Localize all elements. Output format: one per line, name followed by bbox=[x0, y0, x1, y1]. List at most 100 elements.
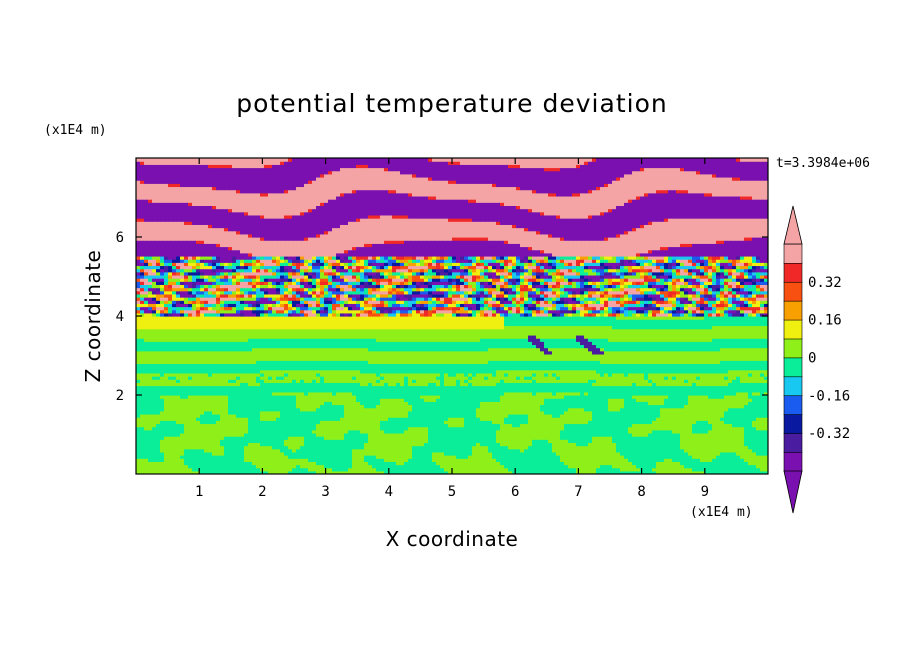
heatmap-cell bbox=[156, 461, 161, 466]
heatmap-cell bbox=[140, 467, 145, 472]
heatmap-cell bbox=[744, 448, 749, 453]
heatmap-cell bbox=[740, 448, 745, 453]
heatmap-cell bbox=[160, 448, 165, 453]
heatmap-cell bbox=[740, 467, 745, 472]
heatmap-cell bbox=[656, 467, 661, 472]
heatmap-cell bbox=[420, 445, 425, 450]
heatmap-cell bbox=[680, 448, 685, 453]
heatmap-cell bbox=[480, 461, 485, 466]
heatmap-cell bbox=[436, 448, 441, 453]
heatmap-cell bbox=[344, 467, 349, 472]
heatmap-cell bbox=[188, 470, 193, 474]
heatmap-cell bbox=[296, 467, 301, 472]
heatmap-cell bbox=[160, 467, 165, 472]
heatmap-cell bbox=[684, 458, 689, 462]
heatmap-cell bbox=[564, 451, 569, 456]
heatmap-cell bbox=[436, 445, 441, 450]
heatmap-cell bbox=[312, 455, 317, 459]
heatmap-cell bbox=[344, 448, 349, 453]
heatmap-cell bbox=[724, 470, 729, 474]
heatmap-cell bbox=[432, 467, 437, 472]
heatmap-cell bbox=[440, 470, 445, 474]
heatmap-cell bbox=[240, 467, 245, 472]
heatmap-cell bbox=[556, 445, 561, 450]
heatmap-cell bbox=[604, 467, 609, 472]
heatmap-cell bbox=[224, 458, 229, 462]
heatmap-cell bbox=[444, 445, 449, 450]
heatmap-cell bbox=[352, 445, 357, 450]
heatmap-cell bbox=[172, 470, 177, 474]
heatmap-cell bbox=[508, 461, 513, 466]
heatmap-cell bbox=[380, 451, 385, 456]
heatmap-cell bbox=[732, 458, 737, 462]
heatmap-cell bbox=[144, 461, 149, 466]
heatmap-cell bbox=[752, 467, 757, 472]
heatmap-cell bbox=[672, 451, 677, 456]
heatmap-cell bbox=[644, 455, 649, 459]
heatmap-cell bbox=[564, 445, 569, 450]
heatmap-cell bbox=[172, 448, 177, 453]
heatmap-cell bbox=[668, 461, 673, 466]
heatmap-cell bbox=[240, 455, 245, 459]
heatmap-cell bbox=[340, 464, 345, 469]
heatmap-cell bbox=[384, 470, 389, 474]
heatmap-cell bbox=[420, 464, 425, 469]
heatmap-cell bbox=[380, 445, 385, 450]
heatmap-cell bbox=[588, 464, 593, 469]
heatmap-cell bbox=[764, 448, 768, 453]
heatmap-cell bbox=[376, 451, 381, 456]
heatmap-cell bbox=[152, 464, 157, 469]
heatmap-cell bbox=[620, 455, 625, 459]
heatmap-cell bbox=[180, 455, 185, 459]
heatmap-cell bbox=[296, 455, 301, 459]
heatmap-cell bbox=[228, 467, 233, 472]
heatmap-cell bbox=[184, 455, 189, 459]
heatmap-cell bbox=[528, 445, 533, 450]
heatmap-cell bbox=[332, 458, 337, 462]
heatmap-cell bbox=[368, 461, 373, 466]
heatmap-cell bbox=[532, 455, 537, 459]
heatmap-cell bbox=[336, 470, 341, 474]
heatmap-cell bbox=[552, 451, 557, 456]
heatmap-cell bbox=[620, 467, 625, 472]
heatmap-cell bbox=[620, 451, 625, 456]
heatmap-cell bbox=[608, 461, 613, 466]
heatmap-cell bbox=[212, 470, 217, 474]
heatmap-cell bbox=[244, 448, 249, 453]
heatmap-cell bbox=[324, 458, 329, 462]
heatmap-cell bbox=[148, 448, 153, 453]
heatmap-cell bbox=[312, 451, 317, 456]
heatmap-cell bbox=[292, 467, 297, 472]
heatmap-cell bbox=[148, 455, 153, 459]
heatmap-cell bbox=[160, 445, 165, 450]
heatmap-cell bbox=[236, 448, 241, 453]
heatmap-cell bbox=[292, 455, 297, 459]
heatmap-cell bbox=[136, 455, 141, 459]
heatmap-cell bbox=[456, 458, 461, 462]
heatmap-cell bbox=[600, 458, 605, 462]
heatmap-cell bbox=[140, 470, 145, 474]
heatmap-cell bbox=[404, 470, 409, 474]
heatmap-cell bbox=[184, 445, 189, 450]
heatmap-cell bbox=[144, 467, 149, 472]
heatmap-cell bbox=[320, 445, 325, 450]
heatmap-cell bbox=[408, 461, 413, 466]
heatmap-cell bbox=[696, 464, 701, 469]
heatmap-cell bbox=[344, 470, 349, 474]
heatmap-cell bbox=[648, 451, 653, 456]
heatmap-cell bbox=[432, 448, 437, 453]
heatmap-cell bbox=[252, 445, 257, 450]
heatmap-cell bbox=[172, 461, 177, 466]
heatmap-cell bbox=[544, 455, 549, 459]
y-unit-label: (x1E4 m) bbox=[44, 123, 107, 138]
heatmap-cell bbox=[500, 448, 505, 453]
heatmap-cell bbox=[500, 467, 505, 472]
heatmap-cell bbox=[496, 451, 501, 456]
heatmap-cell bbox=[348, 467, 353, 472]
heatmap-cell bbox=[436, 470, 441, 474]
heatmap-cell bbox=[548, 451, 553, 456]
heatmap-cell bbox=[624, 455, 629, 459]
heatmap-cell bbox=[648, 458, 653, 462]
heatmap-cell bbox=[560, 448, 565, 453]
heatmap-cell bbox=[600, 451, 605, 456]
